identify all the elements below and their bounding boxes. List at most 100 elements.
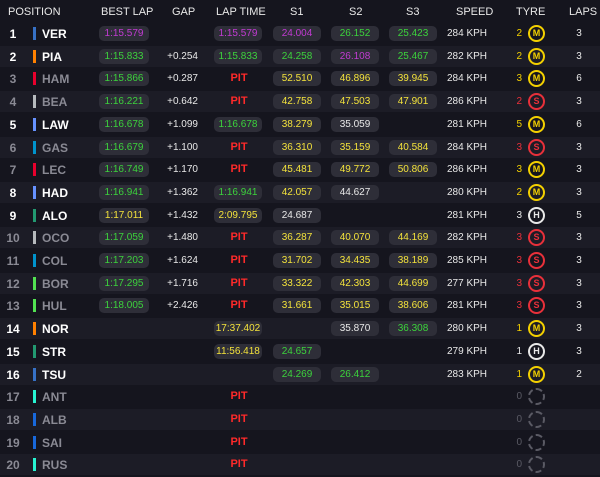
laps-count: 6 — [576, 118, 582, 130]
gap-value: +0.642 — [167, 96, 198, 108]
driver-row[interactable]: 1 VER 1:15.579 1:15.579 24.004 26.152 25.423 28… — [0, 23, 600, 44]
sector-s2: 35.059 — [331, 116, 379, 132]
driver-row[interactable]: 12 BOR 1:17.295 +1.716 PIT 33.322 42.303 44.699… — [0, 272, 600, 294]
team-color-bar — [33, 412, 36, 426]
gap-value: +2.426 — [167, 300, 198, 312]
header-speed: SPEED — [456, 6, 494, 18]
driver-row[interactable]: 20 RUS PIT 0 — [0, 454, 600, 476]
driver-row[interactable]: 6 GAS 1:16.679 +1.100 PIT 36.310 35.159 40.584 2… — [0, 136, 600, 158]
best-lap-time: 1:16.749 — [99, 162, 149, 178]
team-color-bar — [33, 276, 36, 290]
sector-s3: 39.945 — [389, 71, 437, 87]
sector-s1: 42.057 — [273, 184, 321, 200]
driver-row[interactable]: 14 NOR 17:37.402 35.870 36.308 280 KPH 1 M 3 — [0, 318, 600, 340]
position-number: 5 — [9, 117, 17, 132]
laps-count: 3 — [576, 323, 582, 335]
team-color-bar — [33, 367, 36, 381]
driver-code: LAW — [42, 117, 69, 132]
tyre-age: 5 — [516, 118, 522, 130]
driver-code: RUS — [42, 458, 68, 473]
laps-count: 3 — [576, 50, 582, 62]
tyre-compound-icon: M — [528, 183, 545, 201]
best-lap-time: 1:15.833 — [99, 48, 149, 64]
driver-code: NOR — [42, 322, 69, 337]
best-lap-time: 1:15.866 — [99, 71, 149, 87]
driver-row[interactable]: 10 OCO 1:17.059 +1.480 PIT 36.287 40.070 44.169… — [0, 227, 600, 249]
pit-indicator: PIT — [230, 276, 248, 289]
team-color-bar — [33, 299, 36, 313]
header-s3: S3 — [406, 6, 420, 18]
driver-row[interactable]: 9 ALO 1:17.011 +1.432 2:09.795 24.687 281 KPH 3… — [0, 205, 600, 226]
tyre-age: 0 — [516, 413, 522, 425]
speed-value: 280 KPH — [447, 186, 488, 198]
driver-row[interactable]: 11 COL 1:17.203 +1.624 PIT 31.702 34.435 38.189… — [0, 250, 600, 271]
team-color-bar — [33, 117, 36, 131]
driver-row[interactable]: 8 HAD 1:16.941 +1.362 1:16.941 42.057 44.627 28… — [0, 181, 600, 203]
sector-s1: 24.687 — [273, 207, 321, 223]
team-color-bar — [33, 140, 36, 154]
best-lap-time: 1:17.059 — [99, 230, 149, 246]
sector-s1: 24.004 — [273, 26, 321, 41]
header-laps: LAPS — [569, 6, 598, 18]
tyre-age: 3 — [516, 232, 522, 244]
lap-time: 17:37.402 — [214, 321, 262, 337]
position-number: 18 — [6, 412, 20, 427]
tyre-age: 1 — [516, 368, 522, 380]
position-number: 9 — [9, 208, 17, 223]
driver-code: GAS — [42, 140, 69, 155]
tyre-age: 3 — [516, 164, 522, 176]
driver-row[interactable]: 17 ANT PIT 0 — [0, 386, 600, 407]
sector-s1: 31.661 — [273, 298, 321, 314]
tyre-compound-icon: M — [528, 47, 545, 65]
sector-s3: 44.699 — [389, 275, 437, 291]
driver-row[interactable]: 3 HAM 1:15.866 +0.287 PIT 52.510 46.896 39.945 2… — [0, 68, 600, 89]
speed-value: 280 KPH — [447, 323, 488, 335]
laps-count: 2 — [576, 368, 582, 380]
sector-s2: 26.152 — [331, 26, 379, 41]
pit-indicator: PIT — [230, 140, 248, 153]
driver-row[interactable]: 18 ALB PIT 0 — [0, 408, 600, 430]
driver-row[interactable]: 4 BEA 1:16.221 +0.642 PIT 42.758 47.503 47.901 2… — [0, 91, 600, 113]
driver-code: HAM — [42, 72, 70, 87]
speed-value: 282 KPH — [447, 232, 488, 244]
position-number: 12 — [6, 276, 20, 291]
sector-s1: 42.758 — [273, 94, 321, 110]
driver-row[interactable]: 16 TSU 24.269 26.412 283 KPH 1 M 2 — [0, 363, 600, 385]
tyre-age: 0 — [516, 459, 522, 471]
driver-row[interactable]: 5 LAW 1:16.678 +1.099 1:16.678 38.279 35.059 28… — [0, 114, 600, 135]
tyre-age: 3 — [516, 255, 522, 266]
driver-row[interactable]: 7 LEC 1:16.749 +1.170 PIT 45.481 49.772 50.806 2… — [0, 159, 600, 180]
team-color-bar — [33, 344, 36, 358]
pit-indicator: PIT — [230, 390, 248, 403]
best-lap-time: 1:17.011 — [99, 207, 149, 223]
tyre-age: 2 — [516, 28, 522, 39]
speed-value: 283 KPH — [447, 368, 488, 380]
driver-row[interactable]: 19 SAI PIT 0 — [0, 432, 600, 453]
best-lap-time: 1:17.203 — [99, 253, 149, 268]
pit-indicator: PIT — [230, 95, 248, 108]
pit-indicator: PIT — [230, 435, 248, 448]
driver-row[interactable]: 13 HUL 1:18.005 +2.426 PIT 31.661 35.015 38.606… — [0, 295, 600, 316]
sector-s2: 35.159 — [331, 139, 379, 155]
gap-value: +1.432 — [167, 209, 198, 221]
tyre-age: 2 — [516, 186, 522, 198]
pit-indicator: PIT — [230, 412, 248, 425]
tyre-compound-icon: M — [528, 25, 545, 42]
sector-s2: 35.015 — [331, 298, 379, 314]
position-number: 13 — [6, 299, 20, 314]
tyre-compound-icon — [528, 456, 545, 474]
tyre-compound-icon: S — [528, 297, 545, 315]
sector-s3: 44.169 — [389, 230, 437, 246]
position-number: 1 — [9, 27, 17, 41]
tyre-compound-icon: S — [528, 138, 545, 156]
team-color-bar — [33, 390, 36, 404]
position-number: 20 — [6, 458, 20, 473]
speed-value: 281 KPH — [447, 209, 488, 221]
speed-value: 281 KPH — [447, 118, 488, 130]
best-lap-time: 1:16.679 — [99, 139, 149, 155]
driver-row[interactable]: 2 PIA 1:15.833 +0.254 1:15.833 24.258 26.108 25… — [0, 45, 600, 67]
sector-s1: 52.510 — [273, 71, 321, 87]
driver-row[interactable]: 15 STR 11:56.418 24.657 279 KPH 1 H 3 — [0, 341, 600, 362]
driver-code: ALB — [42, 412, 67, 427]
